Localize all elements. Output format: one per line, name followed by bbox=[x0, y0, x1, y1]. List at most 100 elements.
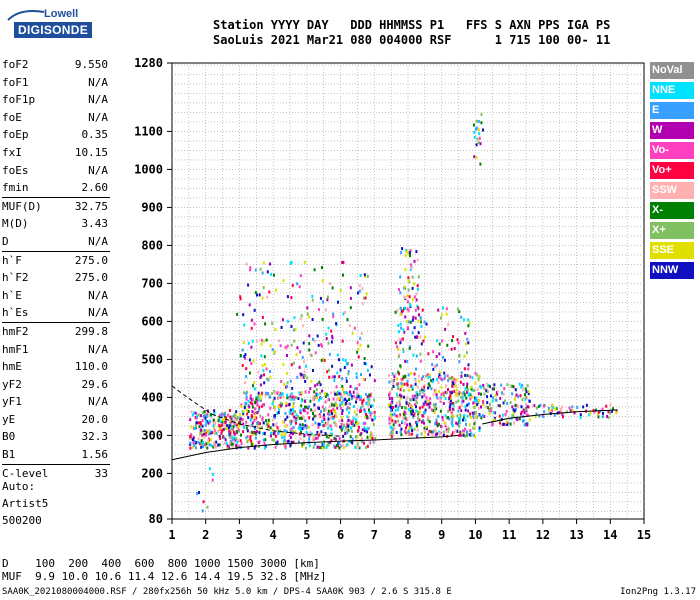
echo-point bbox=[193, 439, 196, 443]
echo-point bbox=[262, 421, 265, 425]
x-tick-label: 5 bbox=[303, 528, 310, 542]
echo-point bbox=[301, 355, 304, 359]
echo-point bbox=[290, 431, 292, 435]
echo-point bbox=[363, 429, 366, 433]
echo-point bbox=[462, 391, 465, 395]
echo-point bbox=[218, 427, 221, 431]
echo-point bbox=[299, 408, 302, 412]
legend-item: Vo+ bbox=[650, 162, 694, 179]
echo-point bbox=[435, 420, 438, 424]
echo-point bbox=[490, 394, 492, 398]
echo-point bbox=[290, 392, 293, 396]
echo-point bbox=[502, 401, 505, 405]
echo-point bbox=[319, 296, 322, 300]
echo-point bbox=[407, 279, 410, 283]
echo-point bbox=[245, 367, 248, 371]
echo-point bbox=[294, 410, 296, 413]
echo-point bbox=[609, 403, 612, 407]
auto-label: Auto: bbox=[2, 480, 36, 493]
echo-point bbox=[405, 406, 408, 410]
echo-point bbox=[363, 361, 366, 365]
echo-point bbox=[509, 422, 512, 426]
echo-point bbox=[355, 413, 358, 417]
echo-point bbox=[314, 384, 317, 388]
echo-point bbox=[244, 381, 247, 384]
echo-point bbox=[277, 396, 280, 400]
echo-point bbox=[205, 421, 208, 424]
param-label: foE bbox=[2, 110, 22, 124]
echo-point bbox=[361, 302, 364, 306]
echo-point bbox=[478, 426, 481, 430]
echo-point bbox=[341, 402, 344, 406]
echo-point bbox=[410, 266, 412, 270]
echo-point bbox=[321, 389, 324, 393]
echo-point bbox=[475, 396, 478, 400]
echo-point bbox=[254, 387, 256, 391]
echo-point bbox=[294, 416, 297, 420]
echo-point bbox=[294, 418, 297, 422]
echo-point bbox=[347, 372, 350, 376]
echo-point bbox=[347, 370, 350, 374]
echo-point bbox=[340, 406, 342, 410]
echo-point bbox=[326, 370, 329, 374]
echo-point bbox=[464, 408, 467, 412]
echo-point bbox=[263, 381, 266, 385]
echo-point bbox=[417, 331, 420, 335]
echo-point bbox=[482, 403, 484, 407]
echo-point bbox=[582, 405, 585, 409]
echo-point bbox=[201, 411, 204, 415]
echo-point bbox=[254, 432, 257, 436]
echo-point bbox=[202, 414, 205, 418]
echo-point bbox=[439, 375, 442, 379]
echo-point bbox=[562, 415, 564, 419]
legend-item: SSE bbox=[650, 242, 694, 259]
param-row: hmF1 N/A bbox=[2, 341, 110, 359]
echo-point bbox=[350, 429, 353, 433]
echo-point bbox=[480, 392, 482, 396]
echo-point bbox=[200, 442, 203, 446]
echo-point bbox=[403, 421, 406, 425]
echo-point bbox=[398, 330, 400, 334]
echo-point bbox=[402, 328, 405, 332]
echo-point bbox=[433, 428, 436, 432]
echo-point bbox=[533, 404, 536, 408]
echo-point bbox=[408, 388, 411, 392]
echo-point bbox=[287, 396, 290, 400]
echo-point bbox=[245, 397, 248, 401]
echo-point bbox=[366, 435, 369, 439]
x-tick-label: 2 bbox=[202, 528, 209, 542]
echo-point bbox=[338, 396, 341, 400]
echo-point bbox=[280, 404, 283, 408]
echo-point bbox=[321, 419, 324, 423]
param-row: yE 20.0 bbox=[2, 411, 110, 429]
logo-text-digisonde: DIGISONDE bbox=[14, 22, 93, 38]
muf-distance-table: D 100 200 400 600 800 1000 1500 3000 [km… bbox=[2, 557, 327, 583]
echo-point bbox=[477, 377, 480, 381]
echo-point bbox=[457, 341, 460, 345]
echo-point bbox=[252, 442, 254, 446]
echo-point bbox=[254, 436, 257, 440]
echo-point bbox=[432, 403, 435, 407]
echo-point bbox=[324, 308, 327, 312]
echo-point bbox=[571, 409, 574, 412]
echo-point bbox=[432, 430, 435, 434]
param-row: foF1 N/A bbox=[2, 74, 110, 92]
echo-point bbox=[292, 405, 295, 409]
echo-point bbox=[274, 416, 276, 420]
echo-point bbox=[284, 345, 287, 349]
echo-point bbox=[273, 438, 275, 442]
echo-point bbox=[392, 427, 395, 431]
echo-point bbox=[462, 418, 464, 422]
echo-point bbox=[477, 128, 480, 132]
echo-point bbox=[258, 405, 261, 409]
echo-point bbox=[298, 391, 301, 395]
echo-point bbox=[479, 162, 482, 166]
echo-point bbox=[240, 433, 242, 437]
echo-point bbox=[394, 420, 397, 424]
echo-point bbox=[364, 410, 367, 414]
echo-point bbox=[318, 446, 321, 450]
echo-point bbox=[213, 412, 216, 415]
echo-point bbox=[437, 308, 440, 312]
echo-point bbox=[492, 410, 495, 414]
echo-point bbox=[466, 351, 468, 355]
